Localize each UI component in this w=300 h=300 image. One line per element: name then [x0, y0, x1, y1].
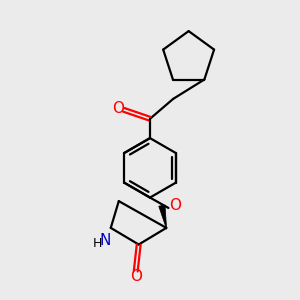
Text: N: N — [99, 233, 110, 248]
Text: O: O — [130, 269, 142, 284]
Polygon shape — [159, 205, 167, 229]
Text: H: H — [93, 237, 102, 250]
Text: O: O — [112, 101, 124, 116]
Text: O: O — [169, 198, 181, 213]
